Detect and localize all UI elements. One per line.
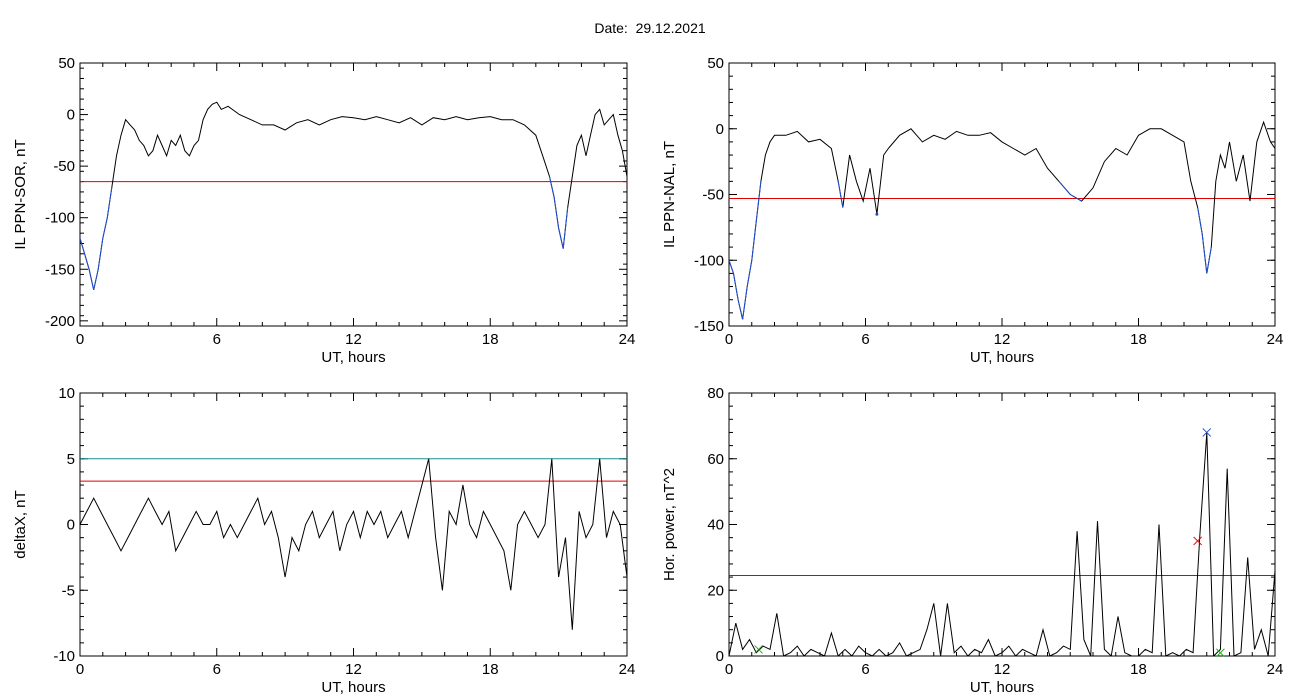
y-tick-label: 0 <box>67 107 75 124</box>
x-axis-label: UT, hours <box>321 679 385 696</box>
date-title: Date: 29.12.2021 <box>594 20 706 36</box>
chart-panel-4: 0 6 12 18 24 80 60 40 20 0 UT, hours Hor. power, nT… <box>661 385 1283 696</box>
x-marker <box>754 645 763 654</box>
x-tick-label: 18 <box>482 661 499 678</box>
y-tick-label: 5 <box>67 451 75 468</box>
plot-frame <box>728 392 1276 657</box>
x-tick-label: 18 <box>1130 331 1147 348</box>
x-tick-label: 24 <box>1267 331 1284 348</box>
y-axis-label: IL PPN-NAL, nT <box>661 141 678 248</box>
y-tick-label: 0 <box>716 648 724 665</box>
y-tick-label: -150 <box>694 318 724 335</box>
highlighted-series-line <box>80 186 113 291</box>
x-marker-stroke <box>754 645 763 654</box>
highlighted-series-line <box>549 176 569 249</box>
y-tick-label: 40 <box>707 517 724 534</box>
x-tick-label: 0 <box>76 331 84 348</box>
x-tick-label: 0 <box>76 661 84 678</box>
y-axis-label: IL PPN-SOR, nT <box>12 139 29 249</box>
x-tick-label: 12 <box>994 661 1011 678</box>
highlighted-series-line <box>1197 207 1212 274</box>
y-tick-label: 10 <box>58 385 75 402</box>
x-tick-label: 18 <box>482 331 499 348</box>
x-tick-label: 24 <box>1267 661 1284 678</box>
plot-frame <box>728 62 1276 327</box>
x-marker-stroke <box>1193 536 1203 546</box>
y-tick-label: -5 <box>62 582 75 599</box>
series-point <box>875 212 879 216</box>
highlighted-series-line <box>837 181 844 208</box>
y-tick-label: 0 <box>67 517 75 534</box>
y-tick-label: 80 <box>707 385 724 402</box>
highlighted-series-line <box>729 181 762 320</box>
x-axis-label: UT, hours <box>321 349 385 366</box>
y-tick-label: -50 <box>53 158 75 175</box>
x-tick-label: 0 <box>725 661 733 678</box>
y-tick-label: 0 <box>716 121 724 138</box>
y-tick-label: -200 <box>45 313 75 330</box>
highlighted-series-line <box>1058 180 1082 202</box>
x-marker <box>1193 536 1203 546</box>
x-axis-label: UT, hours <box>970 679 1034 696</box>
x-axis-label: UT, hours <box>970 349 1034 366</box>
x-tick-label: 12 <box>345 331 362 348</box>
y-tick-label: 60 <box>707 451 724 468</box>
data-series-line <box>80 101 627 291</box>
chart-panel-3: 0 6 12 18 24 10 5 0 -5 -10 UT, hours deltaX, nT <box>12 385 635 696</box>
chart-panel-2: 0 6 12 18 24 50 0 -50 -100 -150 UT, hours IL PPN-NA… <box>661 55 1283 366</box>
y-tick-label: 50 <box>58 55 75 72</box>
y-tick-label: -150 <box>45 261 75 278</box>
data-series-line <box>729 432 1275 656</box>
x-tick-label: 24 <box>619 331 636 348</box>
x-tick-label: 24 <box>619 661 636 678</box>
x-marker <box>1202 428 1212 437</box>
y-tick-label: -50 <box>702 187 724 204</box>
x-tick-label: 12 <box>994 331 1011 348</box>
plot-frame <box>79 62 628 327</box>
y-tick-label: -100 <box>45 210 75 227</box>
x-tick-label: 6 <box>861 331 869 348</box>
x-tick-label: 6 <box>213 661 221 678</box>
x-tick-label: 0 <box>725 331 733 348</box>
x-tick-label: 18 <box>1130 661 1147 678</box>
x-tick-label: 6 <box>213 331 221 348</box>
data-series-line <box>729 120 1275 320</box>
x-marker <box>1216 648 1225 658</box>
x-tick-label: 12 <box>345 661 362 678</box>
x-marker-stroke <box>1202 428 1212 437</box>
x-tick-label: 6 <box>861 661 869 678</box>
x-marker-stroke <box>1216 648 1225 658</box>
y-tick-label: 50 <box>707 55 724 72</box>
data-series-line <box>80 458 627 630</box>
y-tick-label: -10 <box>53 648 75 665</box>
y-axis-label: Hor. power, nT^2 <box>661 468 678 581</box>
chart-panel-1: 0 6 12 18 24 50 0 -50 -100 -150 -200 UT, hours IL PP… <box>12 55 635 366</box>
y-tick-label: -100 <box>694 252 724 269</box>
y-tick-label: 20 <box>707 582 724 599</box>
y-axis-label: deltaX, nT <box>12 490 29 558</box>
